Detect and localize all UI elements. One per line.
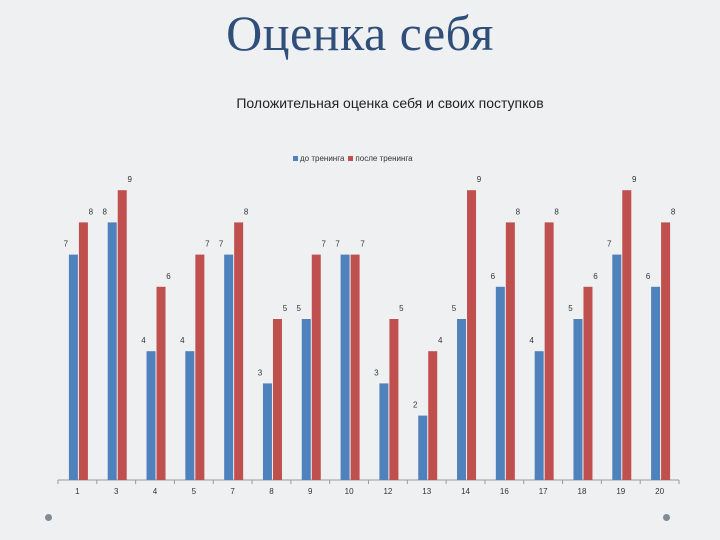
x-tick-label-8: 8 — [269, 487, 274, 496]
data-label-after-20: 8 — [671, 207, 676, 216]
data-label-before-8: 3 — [258, 368, 263, 377]
chart-title: Положительная оценка себя и своих поступ… — [236, 95, 544, 111]
data-label-before-1: 7 — [64, 240, 69, 249]
bar-after-5 — [195, 254, 205, 480]
data-label-after-3: 9 — [127, 175, 132, 184]
bar-after-18 — [583, 286, 593, 480]
data-label-before-4: 4 — [141, 336, 146, 345]
data-label-after-1: 8 — [89, 207, 94, 216]
chart-legend: до тренинга после тренинга — [293, 154, 413, 163]
data-label-before-17: 4 — [529, 336, 534, 345]
bar-before-8 — [262, 383, 272, 480]
bar-before-7 — [224, 254, 234, 480]
legend-label-after: после тренинга — [355, 154, 413, 163]
x-tick-label-13: 13 — [422, 487, 431, 496]
data-label-before-12: 3 — [374, 368, 379, 377]
bar-before-17 — [534, 351, 544, 480]
slide-dot-right — [663, 514, 670, 521]
bar-after-12 — [389, 319, 399, 480]
data-label-after-10: 7 — [360, 240, 365, 249]
data-label-before-5: 4 — [180, 336, 185, 345]
x-tick-label-16: 16 — [500, 487, 509, 496]
bar-before-12 — [379, 383, 389, 480]
data-label-before-18: 5 — [568, 304, 573, 313]
legend-swatch-after — [348, 156, 354, 161]
x-tick-label-9: 9 — [308, 487, 313, 496]
x-tick-label-19: 19 — [616, 487, 625, 496]
bar-after-14 — [467, 190, 477, 480]
x-tick-label-12: 12 — [383, 487, 392, 496]
x-tick-label-1: 1 — [75, 487, 80, 496]
data-label-before-13: 2 — [413, 401, 418, 410]
legend-label-before: до тренинга — [300, 154, 345, 163]
bar-after-16 — [505, 222, 515, 480]
bar-after-7 — [234, 222, 244, 480]
bar-before-20 — [651, 286, 661, 480]
data-label-before-10: 7 — [335, 240, 340, 249]
data-label-after-8: 5 — [283, 304, 288, 313]
bar-after-8 — [272, 319, 282, 480]
data-label-after-12: 5 — [399, 304, 404, 313]
slide-title: Оценка себя — [226, 5, 494, 61]
data-label-before-7: 7 — [219, 240, 224, 249]
data-label-before-9: 5 — [297, 304, 302, 313]
data-label-after-4: 6 — [166, 272, 171, 281]
data-label-after-7: 8 — [244, 207, 249, 216]
x-tick-label-5: 5 — [192, 487, 197, 496]
data-label-before-19: 7 — [607, 240, 612, 249]
data-label-before-20: 6 — [646, 272, 651, 281]
data-label-after-18: 6 — [593, 272, 598, 281]
data-label-after-17: 8 — [554, 207, 559, 216]
bar-before-9 — [301, 319, 311, 480]
data-label-after-16: 8 — [516, 207, 521, 216]
data-label-before-14: 5 — [452, 304, 457, 313]
bar-before-10 — [340, 254, 350, 480]
legend-item-before: до тренинга — [293, 154, 344, 163]
bar-after-9 — [311, 254, 321, 480]
bar-after-4 — [156, 286, 166, 480]
bar-before-14 — [457, 319, 467, 480]
bar-before-3 — [107, 222, 117, 480]
legend-swatch-before — [293, 156, 298, 161]
bar-after-1 — [78, 222, 88, 480]
slide-dot-left — [45, 514, 52, 521]
x-tick-label-14: 14 — [461, 487, 470, 496]
x-tick-label-18: 18 — [578, 487, 587, 496]
bar-after-10 — [350, 254, 360, 480]
bar-before-4 — [146, 351, 156, 480]
bar-before-13 — [418, 415, 428, 480]
data-label-after-14: 9 — [477, 175, 482, 184]
data-label-after-9: 7 — [322, 240, 327, 249]
bar-before-18 — [573, 319, 583, 480]
x-tick-label-17: 17 — [539, 487, 548, 496]
bar-after-19 — [622, 190, 632, 480]
legend-item-after: после тренинга — [348, 154, 413, 163]
x-tick-label-4: 4 — [153, 487, 158, 496]
x-tick-label-20: 20 — [655, 487, 664, 496]
data-label-before-16: 6 — [491, 272, 496, 281]
bar-after-20 — [661, 222, 671, 480]
bar-before-19 — [612, 254, 622, 480]
bar-after-3 — [117, 190, 127, 480]
data-label-after-13: 4 — [438, 336, 443, 345]
bar-before-16 — [495, 286, 505, 480]
data-label-after-5: 7 — [205, 240, 210, 249]
bar-before-5 — [185, 351, 195, 480]
x-tick-label-3: 3 — [114, 487, 119, 496]
bar-before-1 — [68, 254, 78, 480]
x-tick-label-7: 7 — [230, 487, 235, 496]
bar-after-17 — [544, 222, 554, 480]
x-tick-label-10: 10 — [345, 487, 354, 496]
data-label-before-3: 8 — [102, 207, 107, 216]
data-label-after-19: 9 — [632, 175, 637, 184]
bar-after-13 — [428, 351, 438, 480]
